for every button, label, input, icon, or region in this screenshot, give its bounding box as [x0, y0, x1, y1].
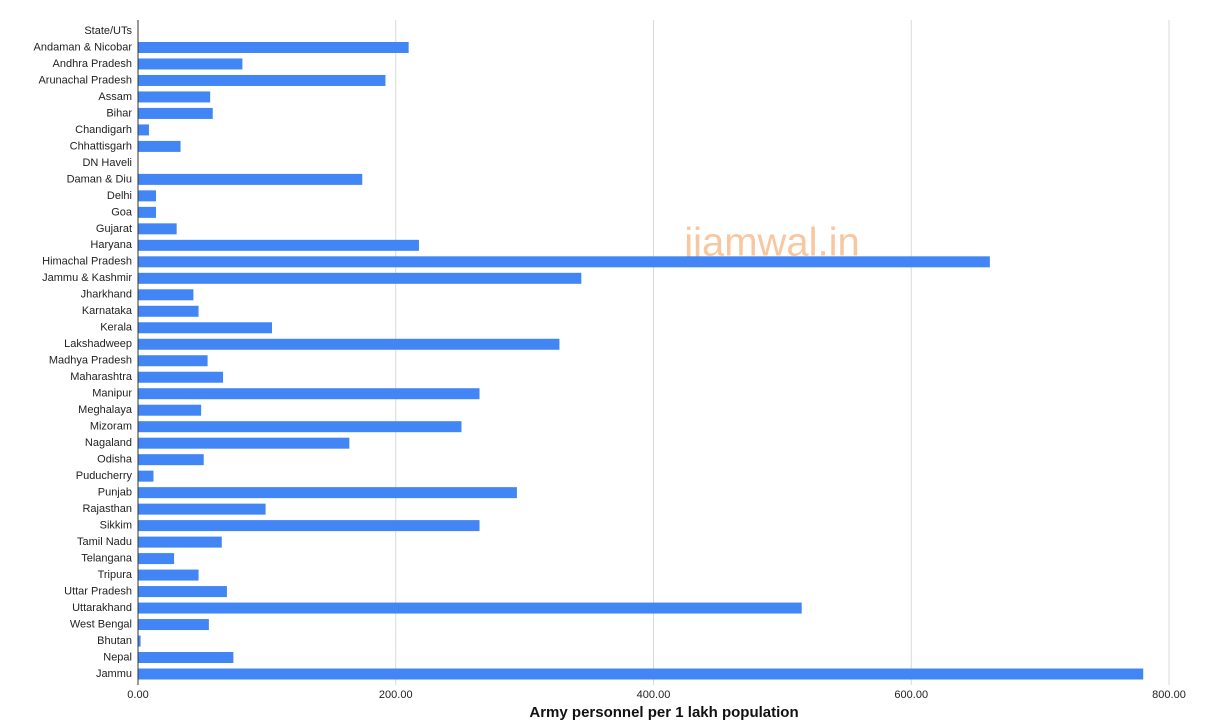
y-tick-label: Telangana [81, 552, 133, 564]
y-tick-label: Madhya Pradesh [49, 355, 132, 367]
bar [138, 569, 199, 581]
bar [138, 107, 213, 119]
y-tick-label: Odisha [97, 454, 133, 466]
bar [138, 652, 234, 664]
bar [138, 503, 266, 515]
bar [138, 338, 560, 350]
y-tick-label: Manipur [92, 388, 132, 400]
y-tick-label: Lakshadweep [64, 338, 132, 350]
y-tick-label: Jammu & Kashmir [42, 272, 132, 284]
bar [138, 322, 273, 334]
bar [138, 586, 227, 598]
y-tick-label: Nepal [103, 651, 132, 663]
y-tick-label: Andaman & Nicobar [34, 41, 133, 53]
bar [138, 602, 802, 614]
bar [138, 454, 204, 466]
y-tick-label: Chhattisgarh [70, 140, 132, 152]
bar [138, 124, 149, 136]
y-tick-label: Daman & Diu [67, 173, 132, 185]
x-tick-label: 800.00 [1152, 689, 1186, 701]
bar [138, 206, 157, 218]
y-tick-label: Rajasthan [82, 503, 132, 515]
y-tick-label: Arunachal Pradesh [38, 74, 132, 86]
bar [138, 388, 480, 400]
bar [138, 74, 386, 86]
y-tick-label: Himachal Pradesh [42, 256, 132, 268]
y-tick-label: Kerala [100, 322, 133, 334]
x-axis-title: Army personnel per 1 lakh population [529, 704, 798, 721]
bar [138, 470, 154, 482]
x-tick-label: 200.00 [379, 689, 413, 701]
y-tick-label: Punjab [98, 487, 132, 499]
bar [138, 619, 209, 631]
bar [138, 41, 409, 53]
bar [138, 404, 202, 416]
bar [138, 289, 194, 301]
bar [138, 668, 1144, 680]
y-tick-label: DN Haveli [82, 157, 132, 169]
bar [138, 487, 517, 499]
bar [138, 91, 211, 103]
y-tick-label: Bihar [106, 107, 132, 119]
bar [138, 256, 990, 268]
bar [138, 553, 175, 565]
y-tick-label: Bhutan [97, 635, 132, 647]
y-tick-label: Goa [111, 206, 133, 218]
y-tick-label: Karnataka [82, 305, 133, 317]
y-tick-label: Haryana [90, 239, 132, 251]
bar [138, 173, 363, 185]
bar [138, 421, 462, 433]
bar [138, 58, 243, 70]
y-tick-label: Chandigarh [75, 124, 132, 136]
y-tick-label: Andhra Pradesh [53, 58, 133, 70]
y-tick-label: Tripura [98, 569, 133, 581]
y-tick-label: Meghalaya [78, 404, 133, 416]
y-tick-label: Uttarakhand [72, 602, 132, 614]
y-tick-label: Mizoram [90, 421, 132, 433]
bar [138, 305, 199, 317]
y-tick-label: Jharkhand [81, 289, 132, 301]
y-tick-label: Nagaland [85, 437, 132, 449]
y-tick-label: Maharashtra [70, 371, 133, 383]
y-tick-label: Uttar Pradesh [64, 585, 132, 597]
bar [138, 635, 141, 647]
bar [138, 355, 208, 367]
y-tick-label: State/UTs [84, 25, 132, 37]
bar [138, 437, 350, 449]
bar [138, 520, 480, 532]
y-tick-label: Jammu [96, 668, 132, 680]
x-tick-label: 0.00 [127, 689, 148, 701]
y-tick-label: Sikkim [100, 520, 132, 532]
bar [138, 371, 224, 383]
y-tick-label: Gujarat [96, 223, 132, 235]
bar [138, 239, 419, 251]
y-tick-label: Assam [98, 91, 132, 103]
bar [138, 190, 157, 202]
bar [138, 536, 222, 548]
bar [138, 140, 181, 152]
y-tick-label: Puducherry [76, 470, 133, 482]
bar [138, 272, 582, 284]
bar [138, 223, 177, 235]
y-tick-label: Delhi [107, 190, 132, 202]
y-tick-label: Tamil Nadu [77, 536, 132, 548]
x-tick-label: 600.00 [894, 689, 928, 701]
y-tick-label: West Bengal [70, 618, 132, 630]
x-tick-label: 400.00 [637, 689, 671, 701]
